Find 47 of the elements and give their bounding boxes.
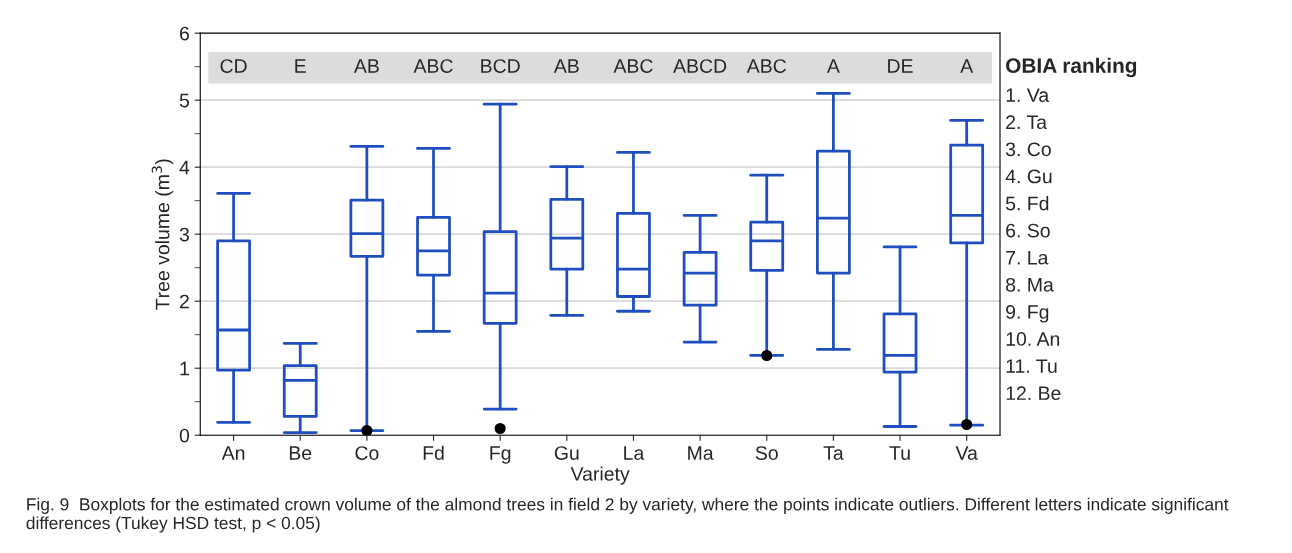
y-tick-label: 5 [179,93,190,108]
x-axis-title: Variety [570,466,630,485]
y-tick-label: 0 [179,428,190,443]
annotation: CD [220,59,247,73]
y-tick-label: 4 [179,160,190,175]
text: 6. So [1006,223,1050,238]
x-tick-label: Tu [889,446,910,460]
x-tick-label: Be [289,446,312,460]
annotation: A [960,59,974,73]
x-tick-label: Ma [688,446,714,460]
text: 3. Co [1005,142,1051,157]
y-tick-label: 1 [180,361,189,376]
x-tick-label: Ta [823,446,844,460]
x-tick-label: Va [955,446,978,460]
text: 2. Ta [1006,115,1047,130]
x-tick-label: Fd [423,445,444,460]
text: 5. Fd [1005,196,1049,211]
x-tick-label: Fg [490,446,511,464]
text: 7. La [1006,251,1049,265]
x-tick-label: So [755,446,778,460]
y-tick-label: 2 [180,294,189,309]
x-tick-label: Gu [554,446,579,460]
text: OBIA ranking [1006,57,1137,78]
text: 8. Ma [1006,277,1054,292]
annotation: ABCD [673,59,727,73]
x-tick-label: La [624,446,645,460]
annotation: DE [888,59,913,73]
text: 10. An [1006,332,1060,346]
text: 4. Gu [1005,169,1052,184]
annotation: ABC [613,59,653,73]
annotation: A [826,59,840,73]
caption: Fig. 9 Boxplots for the estimated crown volume of the almond trees in field 2 by variety, where the points indicate outliers. Different letters indicate significant differences (Tukey HSD test, p < 0.05) [26,497,1229,533]
annotation: ABC [413,59,453,73]
text: 11. Tu [1006,359,1057,373]
text: 9. Fg [1006,305,1049,323]
y-tick-label: 6 [180,26,189,41]
annotation: AB [553,59,579,73]
y-tick-label: 3 [179,227,189,242]
annotation: BCD [481,59,520,73]
y-axis-title: Tree volume (m$^{3}$) [151,159,174,310]
x-tick-label: An [221,446,245,460]
text: 1. Va [1006,88,1050,102]
annotation: E [295,59,306,73]
x-tick-label: Co [355,446,379,460]
annotation: ABC [746,59,786,73]
text: 12. Be [1006,386,1061,401]
annotation: AB [353,59,379,73]
